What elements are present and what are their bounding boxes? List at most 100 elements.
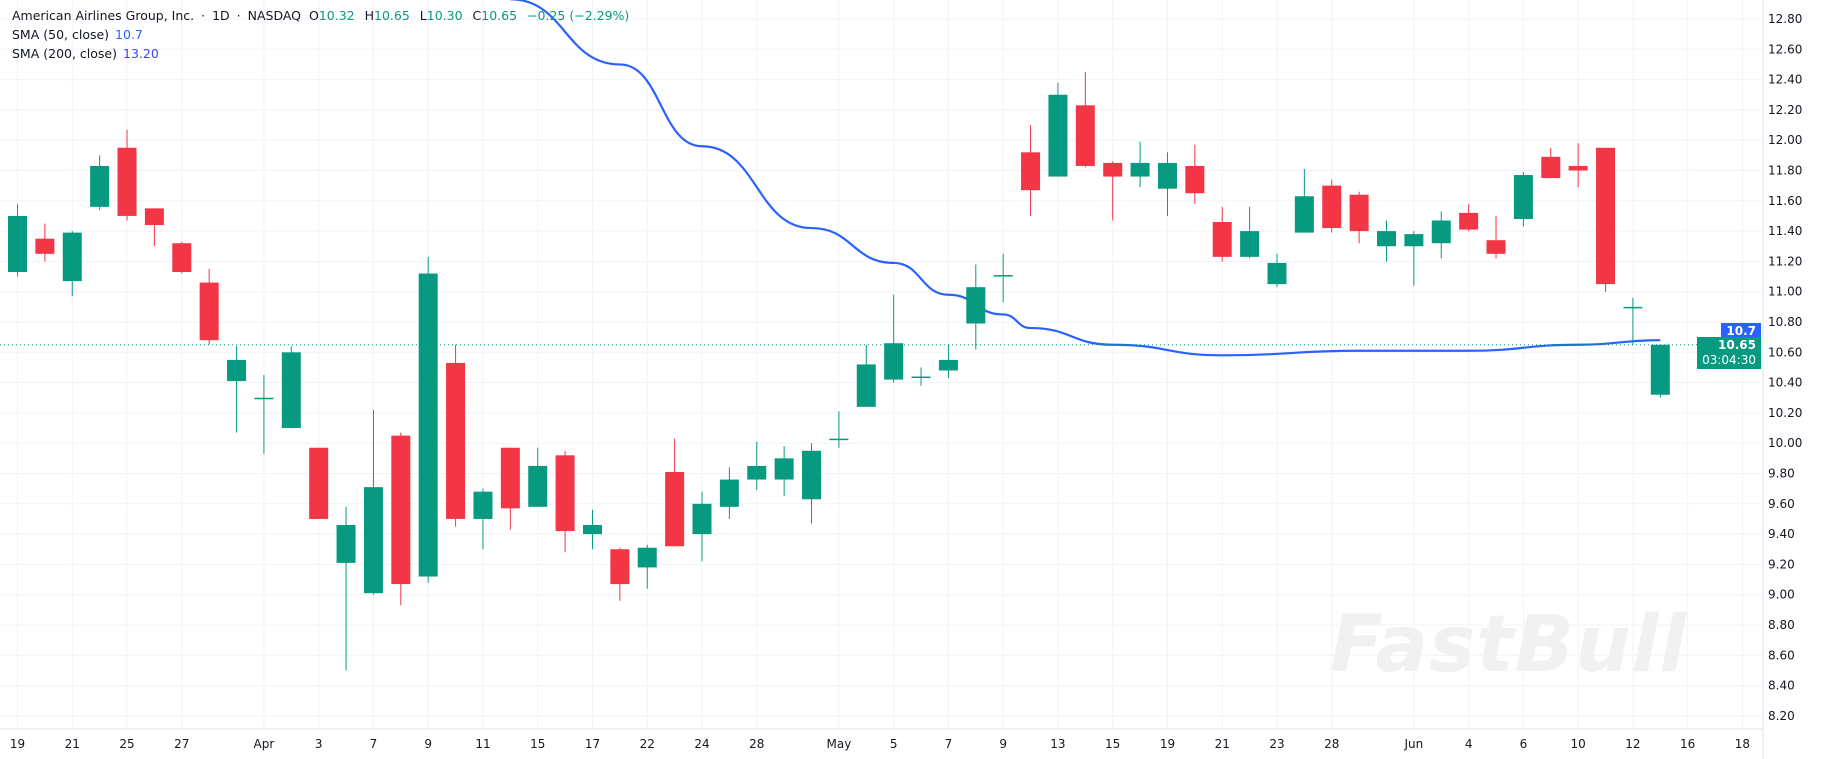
price-tick-label: 12.40 (1768, 73, 1802, 87)
candle-body (90, 165, 110, 207)
time-tick-label: 15 (1105, 737, 1120, 751)
candle (911, 367, 931, 386)
high-value: 10.65 (374, 8, 410, 23)
candle-body (1568, 165, 1588, 171)
candle (802, 443, 822, 524)
price-tick-label: 9.80 (1768, 467, 1795, 481)
candle (938, 344, 958, 379)
candle (719, 467, 739, 519)
candle-body (309, 447, 329, 519)
candle-body (582, 525, 602, 535)
price-tick-label: 11.20 (1768, 254, 1802, 268)
candle (473, 488, 493, 550)
candle (1294, 168, 1314, 233)
price-tick-label: 9.40 (1768, 527, 1795, 541)
candle (555, 450, 575, 553)
candle-body (665, 471, 685, 547)
candle (856, 344, 876, 407)
indicator-sma200[interactable]: SMA (200, close) 13.20 (12, 46, 159, 61)
time-tick-label: 24 (694, 737, 709, 751)
candle (199, 268, 219, 345)
candle (1185, 144, 1205, 204)
candle-body (254, 397, 274, 400)
candle (692, 491, 712, 562)
candle (309, 447, 329, 519)
time-tick-label: 12 (1625, 737, 1640, 751)
price-tick-label: 10.20 (1768, 406, 1802, 420)
candle-body (555, 455, 575, 532)
candle (90, 155, 110, 210)
candle-body (1048, 94, 1068, 177)
price-axis[interactable]: 12.80 12.60 12.40 12.20 12.00 11.80 11.60 11.40… (1768, 12, 1802, 723)
candle-body (1623, 306, 1643, 309)
sma200-value: 13.20 (123, 46, 159, 61)
candle-body (1650, 344, 1670, 395)
candle (391, 432, 411, 606)
time-tick-label: 22 (640, 737, 655, 751)
candle (610, 547, 630, 601)
candle (1459, 203, 1479, 232)
symbol-row[interactable]: American Airlines Group, Inc. · 1D · NAS… (12, 8, 630, 23)
price-tick-label: 9.60 (1768, 497, 1795, 511)
price-tick-label: 10.80 (1768, 315, 1802, 329)
candle (1322, 179, 1342, 233)
candle (281, 346, 301, 429)
close-value: 10.65 (481, 8, 518, 23)
indicator-sma50[interactable]: SMA (50, close) 10.7 (12, 27, 143, 42)
candle-body (802, 450, 822, 500)
candle-body (1240, 231, 1260, 257)
candle-body (473, 491, 493, 519)
candle-body (336, 525, 356, 563)
candle (774, 446, 794, 497)
candle (1349, 191, 1369, 244)
price-tick-label: 11.40 (1768, 224, 1802, 238)
time-tick-label: 25 (119, 737, 134, 751)
sma50-line (510, 0, 1661, 357)
time-tick-label: 15 (530, 737, 545, 751)
candle (254, 375, 274, 454)
price-tick-label: 9.00 (1768, 588, 1795, 602)
time-axis[interactable]: 19 21 25 27 Apr 3 7 9 11 15 17 22 24 28 May 5 7 9 13 15 19 21… (10, 737, 1750, 751)
last-price-tag: 10.65 03:04:30 (1697, 336, 1761, 369)
candle (446, 344, 466, 527)
time-tick-label: 7 (945, 737, 953, 751)
candle (747, 441, 767, 491)
candles (8, 72, 1670, 671)
candle (8, 203, 27, 277)
candle-body (1431, 220, 1451, 244)
price-tick-label: 12.20 (1768, 103, 1802, 117)
sma50-layer (510, 0, 1661, 357)
time-tick-label: 18 (1735, 737, 1750, 751)
candle-body (172, 243, 192, 273)
candle-body (829, 438, 849, 441)
open-value: 10.32 (318, 8, 355, 23)
candle (336, 506, 356, 671)
candle-body (1075, 105, 1095, 166)
candle (1103, 161, 1123, 221)
time-tick-label: 4 (1465, 737, 1473, 751)
candle-body (1349, 194, 1369, 232)
candle (500, 447, 520, 530)
watermark-logo: FastBull (1330, 600, 1688, 690)
sma50-value: 10.7 (115, 27, 143, 42)
candle-body (144, 208, 164, 226)
candle (1212, 206, 1232, 262)
candle-body (747, 465, 767, 480)
candle-body (1541, 156, 1561, 179)
time-tick-label: 17 (585, 737, 600, 751)
candle (637, 544, 657, 589)
time-tick-label: 21 (1215, 737, 1230, 751)
time-tick-label: 19 (1160, 737, 1175, 751)
candle-body (692, 503, 712, 535)
candle (172, 241, 192, 274)
candle (1486, 215, 1506, 259)
candle (418, 256, 438, 583)
time-tick-label: 9 (999, 737, 1007, 751)
candle-body (884, 343, 904, 380)
candle-body (610, 549, 630, 585)
candle (35, 223, 55, 262)
candle-body (1513, 175, 1533, 219)
candle-body (35, 238, 55, 254)
candle-body (1377, 231, 1396, 247)
